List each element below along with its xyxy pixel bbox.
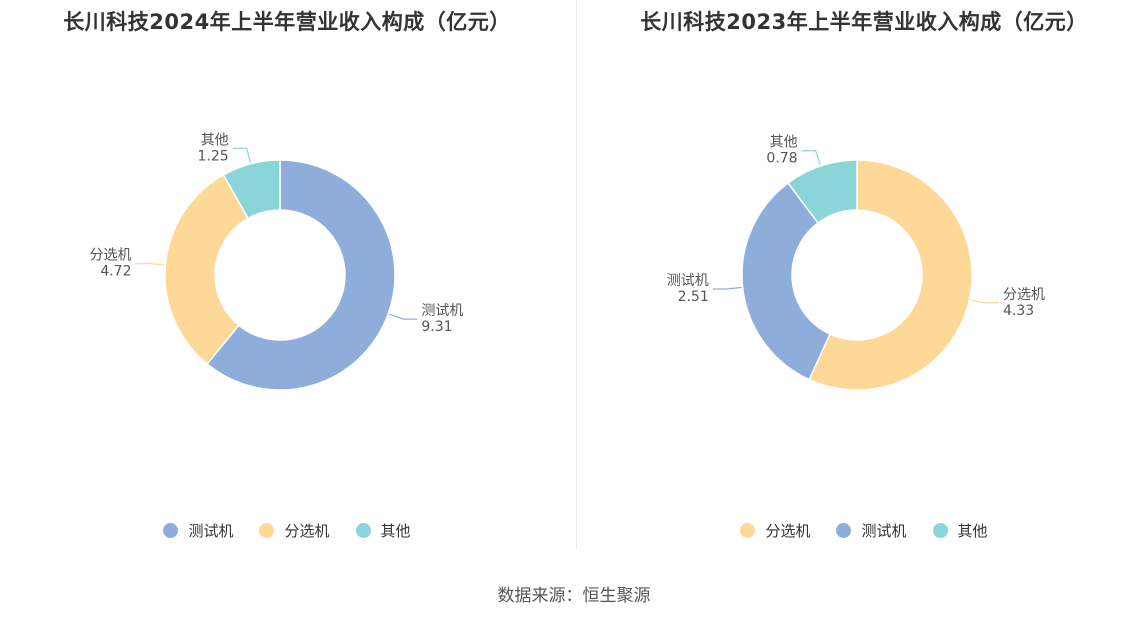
slice-label-sorter: 分选机 <box>89 248 131 264</box>
legend-label-tester: 测试机 <box>861 522 907 540</box>
slice-other <box>786 159 858 225</box>
legend-swatch-tester <box>836 523 852 538</box>
leader-line-tester <box>712 286 742 290</box>
legend-item-sorter[interactable]: 分选机 <box>740 520 810 541</box>
slice-other <box>222 159 281 220</box>
slice-sorter <box>164 173 250 365</box>
slice-value-other: 0.78 <box>766 151 797 167</box>
slice-label-other: 其他 <box>201 132 229 148</box>
legend-swatch-sorter <box>740 523 756 538</box>
leader-line-other <box>232 147 252 163</box>
slice-label-tester: 测试机 <box>667 273 709 289</box>
slice-label-sorter: 分选机 <box>1003 287 1045 303</box>
leader-line-sorter <box>970 299 1000 304</box>
chart-panel-2024: 长川科技2024年上半年营业收入构成（亿元） 测试机 9.31 分选机 4.72 其他 1… <box>0 0 574 550</box>
chart-title-2023: 长川科技2023年上半年营业收入构成（亿元） <box>640 10 1088 34</box>
legend-label-tester: 测试机 <box>188 522 234 540</box>
slice-value-sorter: 4.72 <box>100 264 131 280</box>
slice-value-tester: 9.31 <box>421 319 452 335</box>
legend-item-tester[interactable]: 测试机 <box>163 520 233 541</box>
legend-item-other[interactable]: 其他 <box>932 520 988 541</box>
chart-title-2024: 长川科技2024年上半年营业收入构成（亿元） <box>63 10 511 34</box>
legend-swatch-sorter <box>259 523 275 538</box>
legend-2023: 分选机 测试机 其他 <box>577 520 1148 541</box>
slice-value-sorter: 4.33 <box>1003 303 1034 319</box>
leader-line-tester <box>389 313 418 320</box>
legend-label-sorter: 分选机 <box>765 522 811 540</box>
leader-line-other <box>801 150 821 166</box>
panel-divider <box>576 0 577 550</box>
legend-swatch-other <box>355 523 371 538</box>
data-source: 数据来源：恒生聚源 <box>497 586 651 606</box>
slice-tester <box>206 159 396 391</box>
legend-item-other[interactable]: 其他 <box>355 520 411 541</box>
legend-item-tester[interactable]: 测试机 <box>836 520 907 541</box>
legend-swatch-other <box>932 523 948 538</box>
legend-label-sorter: 分选机 <box>284 522 330 540</box>
legend-swatch-tester <box>163 523 179 538</box>
legend-2024: 测试机 分选机 其他 <box>0 520 574 541</box>
leader-line-sorter <box>135 263 165 266</box>
slice-value-other: 1.25 <box>198 148 229 164</box>
slice-value-tester: 2.51 <box>678 289 709 305</box>
slice-label-other: 其他 <box>770 135 798 151</box>
legend-label-other: 其他 <box>957 522 988 540</box>
chart-panel-2023: 长川科技2023年上半年营业收入构成（亿元） 分选机 4.33 测试机 2.51 其他 0… <box>577 0 1148 550</box>
legend-item-sorter[interactable]: 分选机 <box>259 520 330 541</box>
slice-label-tester: 测试机 <box>421 303 463 319</box>
legend-label-other: 其他 <box>380 522 411 540</box>
slice-tester <box>741 181 831 381</box>
slice-sorter <box>808 159 973 391</box>
